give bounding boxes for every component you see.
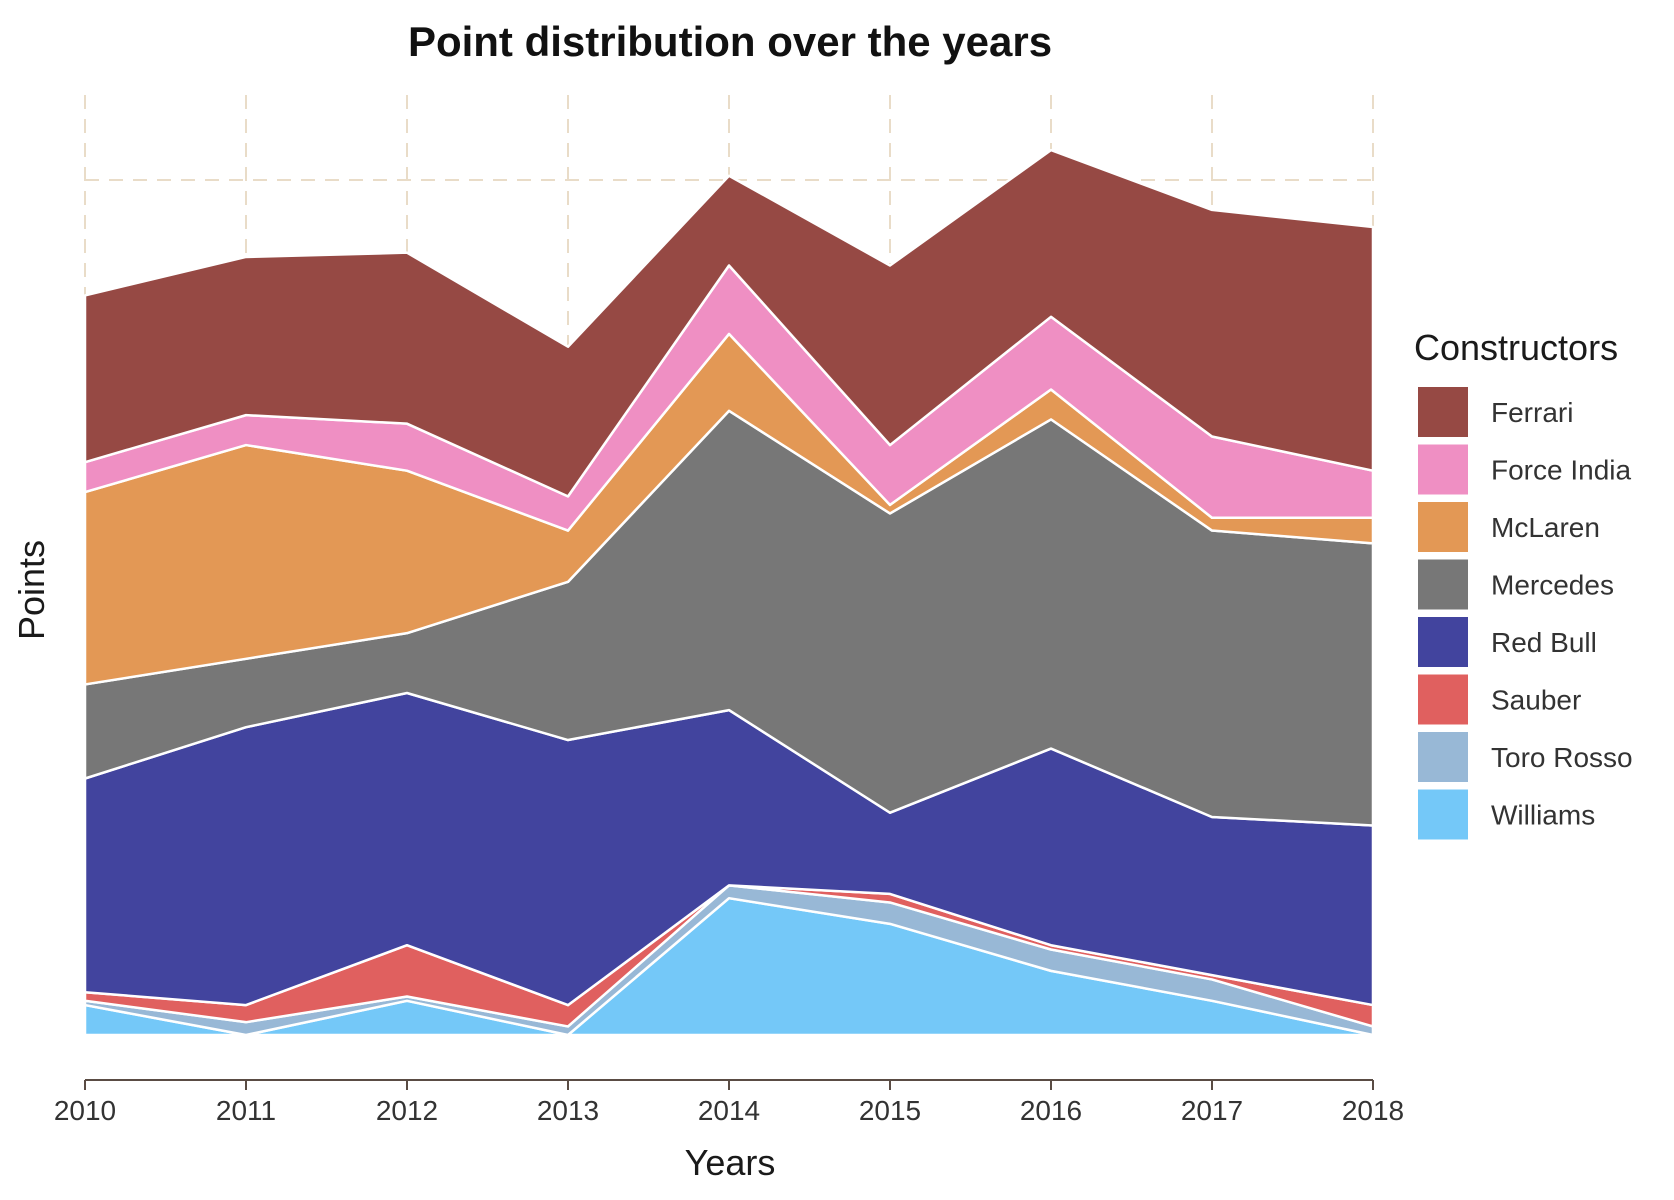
legend-label-ferrari: Ferrari xyxy=(1491,397,1573,428)
x-axis-ticks: 2010 2011 2012 2013 2014 2015 2016 2017 2018 xyxy=(54,1080,1404,1126)
x-tick-label: 2016 xyxy=(1020,1095,1082,1126)
legend-label-mercedes: Mercedes xyxy=(1491,570,1614,601)
legend-swatch-force-india xyxy=(1418,444,1468,495)
legend-swatch-red-bull xyxy=(1418,617,1468,667)
x-tick-label: 2018 xyxy=(1342,1095,1404,1126)
legend-label-williams: Williams xyxy=(1491,800,1595,831)
legend-swatch-ferrari xyxy=(1418,387,1468,437)
legend-swatch-sauber xyxy=(1418,674,1468,725)
legend-swatch-mercedes xyxy=(1418,559,1468,610)
x-tick-label: 2010 xyxy=(54,1095,116,1126)
legend-label-force-india: Force India xyxy=(1491,455,1631,486)
legend-swatch-toro-rosso xyxy=(1418,732,1468,782)
x-axis-title: Years xyxy=(685,1142,776,1183)
x-tick-label: 2017 xyxy=(1181,1095,1243,1126)
legend-label-sauber: Sauber xyxy=(1491,685,1581,716)
legend-swatch-mclaren xyxy=(1418,502,1468,552)
area-series-group xyxy=(83,148,1375,1037)
legend-title: Constructors xyxy=(1414,327,1618,368)
y-axis-title: Points xyxy=(11,540,52,640)
x-tick-label: 2015 xyxy=(859,1095,921,1126)
x-tick-label: 2012 xyxy=(376,1095,438,1126)
legend: Constructors Ferrari Force India McLaren Me… xyxy=(1414,327,1633,840)
x-tick-label: 2014 xyxy=(698,1095,760,1126)
x-tick-label: 2011 xyxy=(216,1095,276,1126)
x-tick-label: 2013 xyxy=(537,1095,599,1126)
chart-title: Point distribution over the years xyxy=(408,18,1052,65)
legend-label-toro-rosso: Toro Rosso xyxy=(1491,742,1633,773)
legend-swatch-williams xyxy=(1418,789,1468,840)
legend-label-red-bull: Red Bull xyxy=(1491,627,1597,658)
legend-label-mclaren: McLaren xyxy=(1491,512,1600,543)
area-ferrari xyxy=(83,148,1375,498)
